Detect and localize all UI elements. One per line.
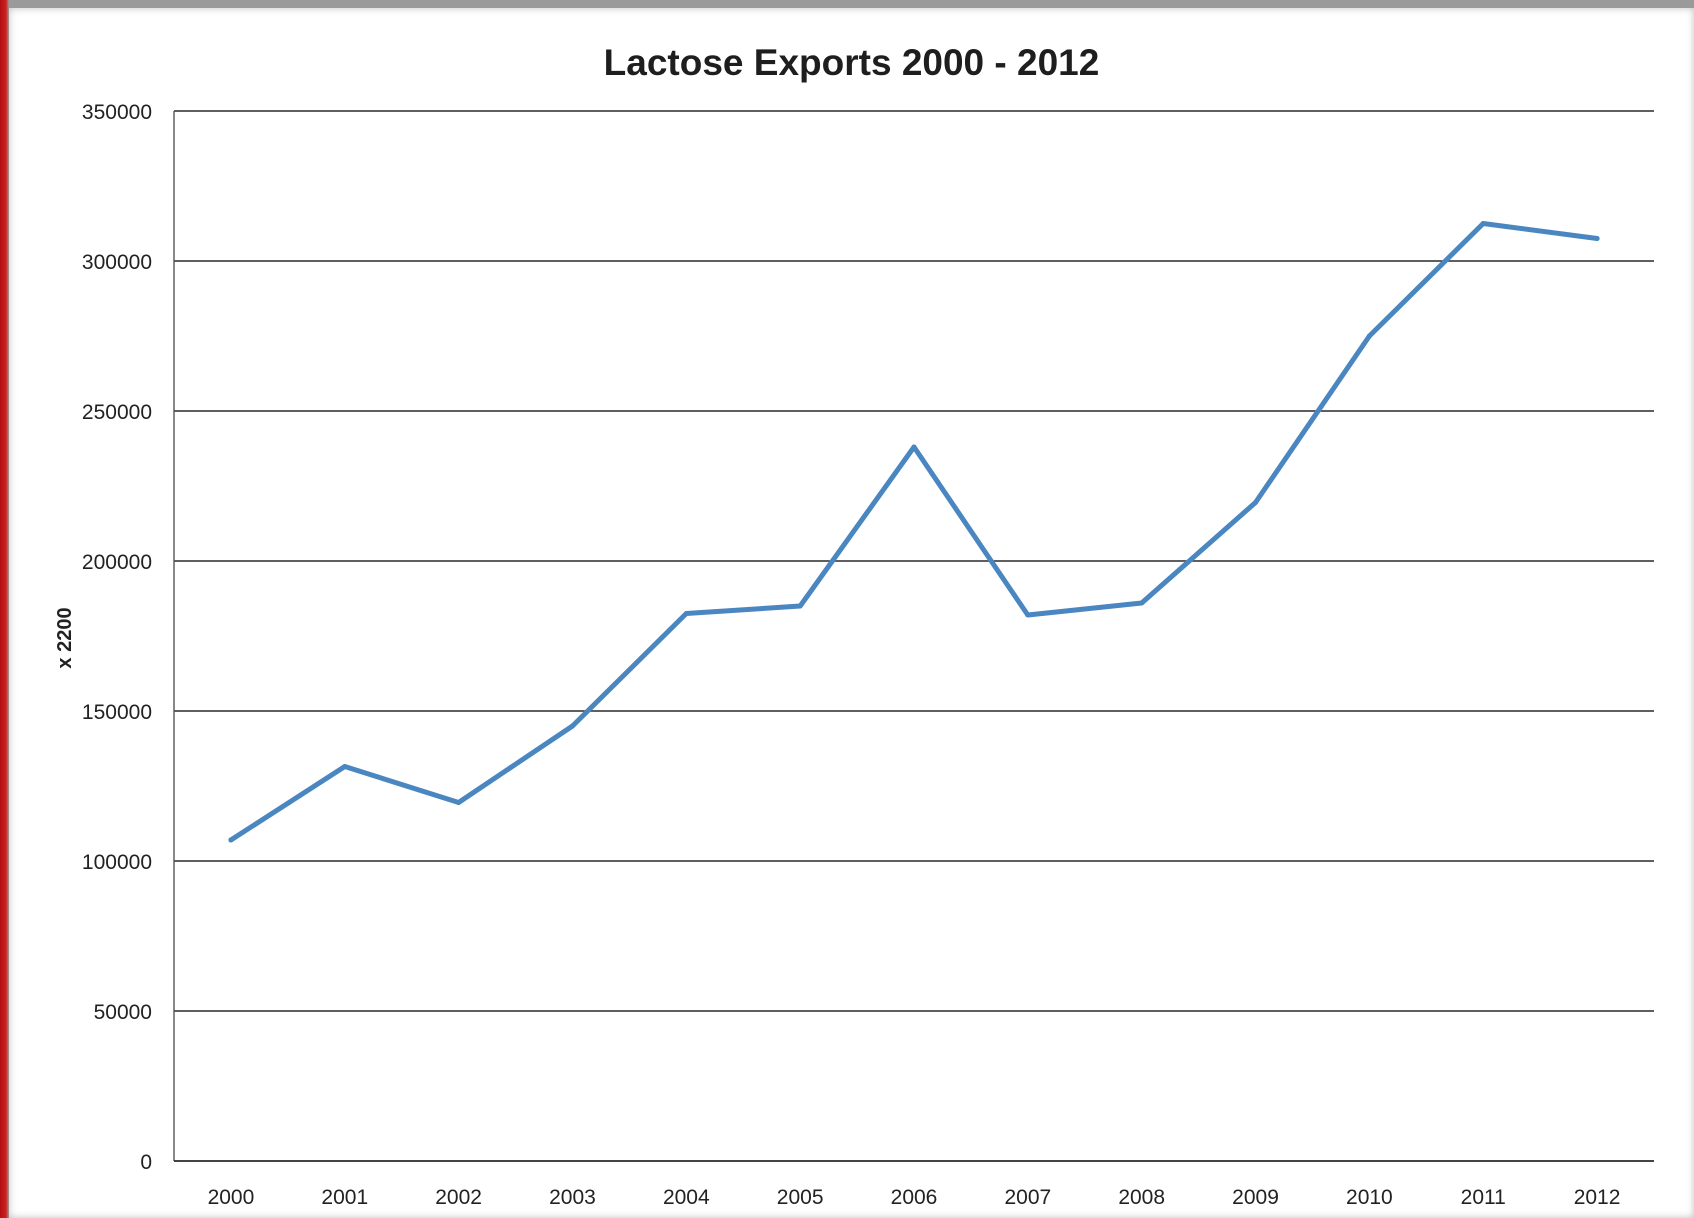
x-tick-label: 2009 bbox=[1232, 1186, 1279, 1209]
data-point-2000 bbox=[228, 837, 234, 843]
chart-paper: Lactose Exports 2000 - 2012 0 50000 100000… bbox=[9, 8, 1694, 1218]
x-tick-label: 2002 bbox=[435, 1186, 482, 1209]
x-tick-labels: 2000 2001 2002 2003 2004 2005 2006 2007 2008 2009… bbox=[208, 1186, 1621, 1209]
x-tick-label: 2001 bbox=[321, 1186, 368, 1209]
series-group bbox=[228, 221, 1600, 843]
chart-title: Lactose Exports 2000 - 2012 bbox=[603, 42, 1100, 83]
data-point-2005 bbox=[797, 603, 803, 609]
data-point-2001 bbox=[342, 764, 348, 769]
data-point-2006 bbox=[911, 444, 917, 450]
data-point-2004 bbox=[683, 611, 689, 616]
x-tick-label: 2008 bbox=[1118, 1186, 1165, 1209]
series-line bbox=[228, 221, 1600, 843]
y-tick-labels: 0 50000 100000 150000 200000 250000 300000 3500… bbox=[82, 101, 152, 1174]
y-axis-label: x 2200 bbox=[54, 607, 76, 668]
y-tick-label: 100000 bbox=[82, 851, 152, 874]
gridlines bbox=[174, 110, 1654, 1012]
data-point-2009 bbox=[1253, 500, 1259, 505]
x-tick-label: 2007 bbox=[1004, 1186, 1051, 1209]
data-point-2010 bbox=[1366, 333, 1372, 339]
x-tick-label: 2011 bbox=[1461, 1186, 1506, 1209]
data-point-2011 bbox=[1480, 221, 1486, 226]
axes bbox=[173, 111, 1654, 1162]
x-tick-label: 2004 bbox=[663, 1186, 710, 1209]
x-tick-label: 2010 bbox=[1346, 1186, 1393, 1209]
y-tick-label: 0 bbox=[140, 1151, 152, 1174]
y-tick-label: 200000 bbox=[82, 551, 152, 574]
data-point-2007 bbox=[1025, 612, 1031, 618]
y-tick-label: 300000 bbox=[82, 251, 152, 274]
data-point-2008 bbox=[1139, 600, 1145, 606]
x-tick-label: 2000 bbox=[208, 1186, 255, 1209]
y-tick-label: 350000 bbox=[82, 101, 152, 124]
x-tick-label: 2006 bbox=[891, 1186, 938, 1209]
data-point-2003 bbox=[569, 723, 575, 729]
y-tick-label: 250000 bbox=[82, 401, 152, 424]
x-tick-label: 2012 bbox=[1574, 1186, 1621, 1209]
x-tick-label: 2003 bbox=[549, 1186, 596, 1209]
data-point-2012 bbox=[1594, 236, 1600, 241]
data-point-2002 bbox=[456, 800, 462, 805]
line-chart: 0 50000 100000 150000 200000 250000 300000 3500… bbox=[54, 101, 1654, 1209]
x-tick-label: 2005 bbox=[777, 1186, 824, 1209]
y-tick-label: 50000 bbox=[94, 1001, 152, 1024]
y-tick-label: 150000 bbox=[82, 701, 152, 724]
